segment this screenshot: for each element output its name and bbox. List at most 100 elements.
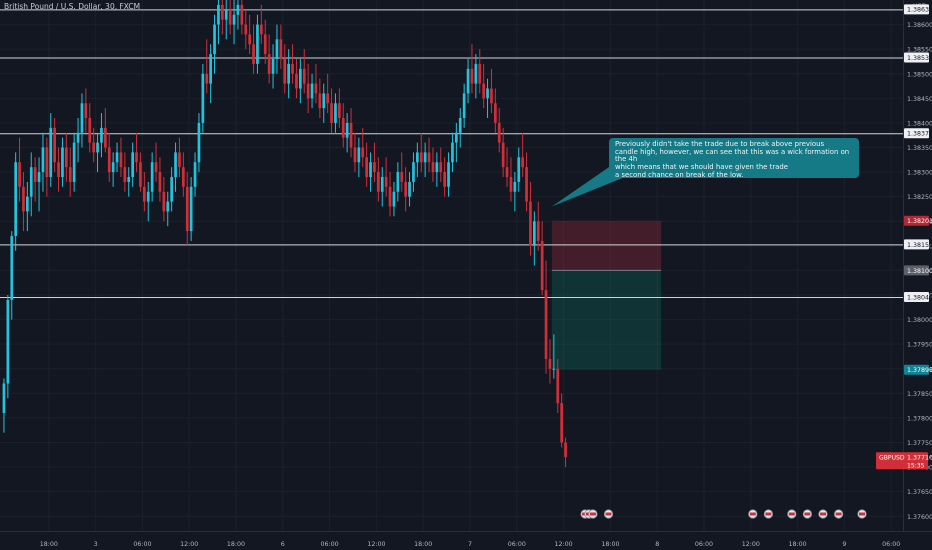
event-markers[interactable] <box>580 509 867 519</box>
candle-body <box>431 162 435 173</box>
line-price-tag-text: 1.38379 <box>907 131 932 138</box>
candle-body <box>521 157 524 168</box>
candle <box>240 0 244 35</box>
candle <box>224 0 228 40</box>
candle <box>287 49 290 99</box>
trade-note-callout[interactable]: Previously didn't take the trade due to … <box>609 138 859 179</box>
time-tick-label: 18:00 <box>601 541 619 548</box>
line-price-tag: 1.38046 <box>904 291 932 302</box>
candle <box>306 63 310 114</box>
candle-body <box>556 368 560 404</box>
candle <box>423 142 427 177</box>
candle-body <box>423 152 427 163</box>
candle <box>396 162 400 202</box>
candle-body <box>455 132 458 143</box>
candle-body <box>6 299 10 384</box>
current-price-countdown: 15:35 <box>907 462 925 469</box>
position-price-tag-text: 1.37898 <box>907 367 932 374</box>
candle <box>100 113 103 158</box>
candle-body <box>256 24 259 64</box>
candle-body <box>29 167 33 197</box>
candle <box>96 132 99 173</box>
current-price-box <box>876 452 928 470</box>
candle <box>84 88 88 133</box>
candle <box>119 137 123 177</box>
candles <box>2 0 567 468</box>
candle <box>193 152 197 197</box>
candle <box>361 127 365 168</box>
time-axis[interactable]: 18:00 3 06:00 12:00 18:00 6 06:00 12:00 18:00 7 06… <box>0 531 932 550</box>
candle <box>533 211 536 266</box>
candle-body <box>517 157 521 182</box>
position-price-tag-box <box>904 364 929 375</box>
candle-body <box>291 63 294 74</box>
candle <box>146 181 150 222</box>
price-tick-label: 1.37950 <box>907 342 932 349</box>
candle-body <box>552 368 556 370</box>
candle-body <box>380 177 384 192</box>
candle <box>552 334 556 379</box>
candle <box>458 108 462 148</box>
candle <box>419 132 423 173</box>
candle <box>470 44 474 94</box>
candle <box>404 167 407 212</box>
economic-event-icon <box>748 509 758 519</box>
horizontal-lines[interactable] <box>0 9 903 298</box>
candle-body <box>123 167 127 182</box>
candle-body <box>275 39 279 59</box>
line-price-tag-box <box>904 52 929 63</box>
candle-body <box>443 172 446 187</box>
position-price-tag: 1.38201 <box>904 215 932 226</box>
candle-body <box>22 186 25 212</box>
candle <box>127 167 131 197</box>
candle <box>521 132 524 177</box>
position-tool[interactable] <box>551 220 662 370</box>
candle <box>217 0 220 45</box>
candle-body <box>221 4 224 20</box>
candle-body <box>166 201 170 212</box>
candle <box>384 157 388 197</box>
candle-body <box>564 442 567 458</box>
candle-body <box>322 93 326 109</box>
candle <box>478 49 482 94</box>
candle <box>513 172 517 212</box>
candle <box>341 103 345 148</box>
candle <box>213 14 216 74</box>
stop-loss-zone <box>551 220 662 271</box>
price-tick-label: 1.38500 <box>907 71 932 78</box>
candle <box>197 113 201 173</box>
candle-body <box>533 221 536 246</box>
current-price-value: 1.37716 <box>907 455 932 462</box>
price-tick-label: 1.37600 <box>907 514 932 521</box>
candle-body <box>404 181 407 197</box>
candle <box>178 137 181 177</box>
candle-body <box>61 147 64 177</box>
candle-body <box>236 4 240 15</box>
candle-body <box>310 83 314 99</box>
candle <box>544 260 548 374</box>
candle-body <box>529 201 532 246</box>
candle-body <box>96 142 99 153</box>
line-price-tag-text: 1.38631 <box>907 7 932 14</box>
candle-body <box>201 73 205 123</box>
candle-body <box>37 172 41 182</box>
candle <box>41 132 45 192</box>
event-icon-flag <box>788 512 795 516</box>
economic-event-icon <box>818 509 828 519</box>
candle-body <box>143 186 146 202</box>
candle <box>182 152 185 197</box>
candle <box>556 358 560 413</box>
candle-body <box>416 152 419 163</box>
candle-body <box>26 196 29 212</box>
price-tick-label: 1.37800 <box>907 415 932 422</box>
candle <box>462 83 466 128</box>
callout-pointer-triangle <box>551 165 625 207</box>
candle-body <box>462 93 466 118</box>
candle-body <box>2 383 6 413</box>
time-tick-label: 18:00 <box>789 541 807 548</box>
economic-event-icon <box>787 509 797 519</box>
candle-body <box>135 152 138 163</box>
candle <box>232 0 236 45</box>
